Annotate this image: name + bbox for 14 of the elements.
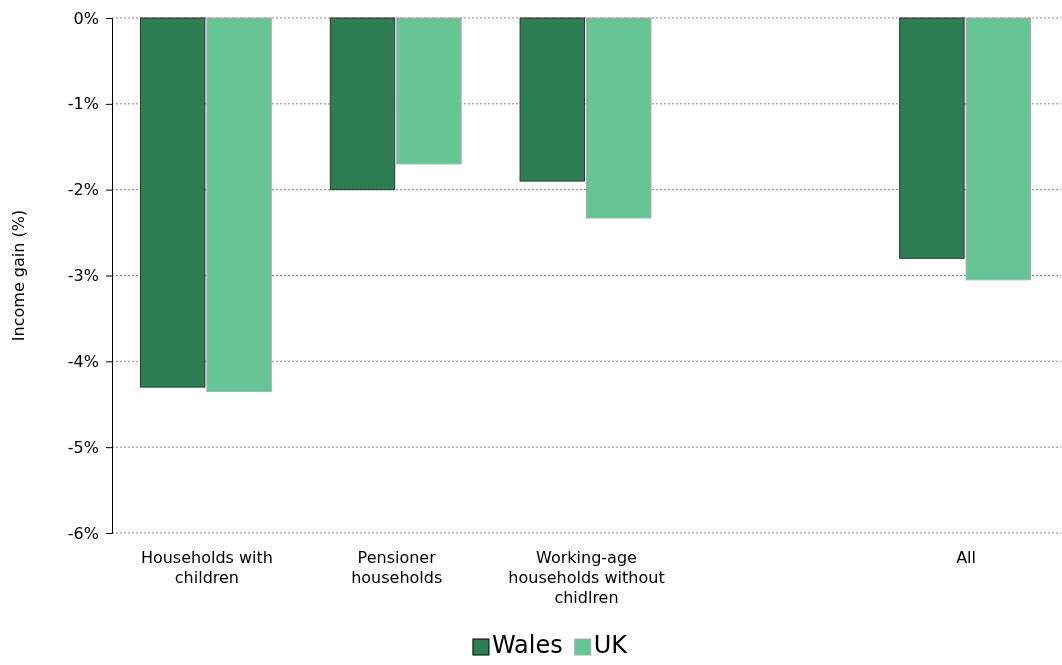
x-tick-label: All <box>956 548 977 567</box>
y-tick-label: -4% <box>67 351 99 371</box>
legend-label: UK <box>593 631 629 659</box>
x-tick-label: Pensioner households <box>351 548 443 587</box>
x-tick-label: Working-age households without chidlren <box>508 548 665 607</box>
y-tick-label: -1% <box>67 94 99 114</box>
y-tick-label: -6% <box>67 523 99 543</box>
y-tick-label: -2% <box>67 180 99 200</box>
y-tick-label: -3% <box>67 266 99 286</box>
legend-label: Wales <box>491 631 563 659</box>
y-tick-label: -5% <box>67 437 99 457</box>
x-tick-label: Households with children <box>140 548 273 587</box>
y-tick-label: 0% <box>73 8 99 28</box>
y-axis-title: Income gain (%) <box>9 209 28 342</box>
